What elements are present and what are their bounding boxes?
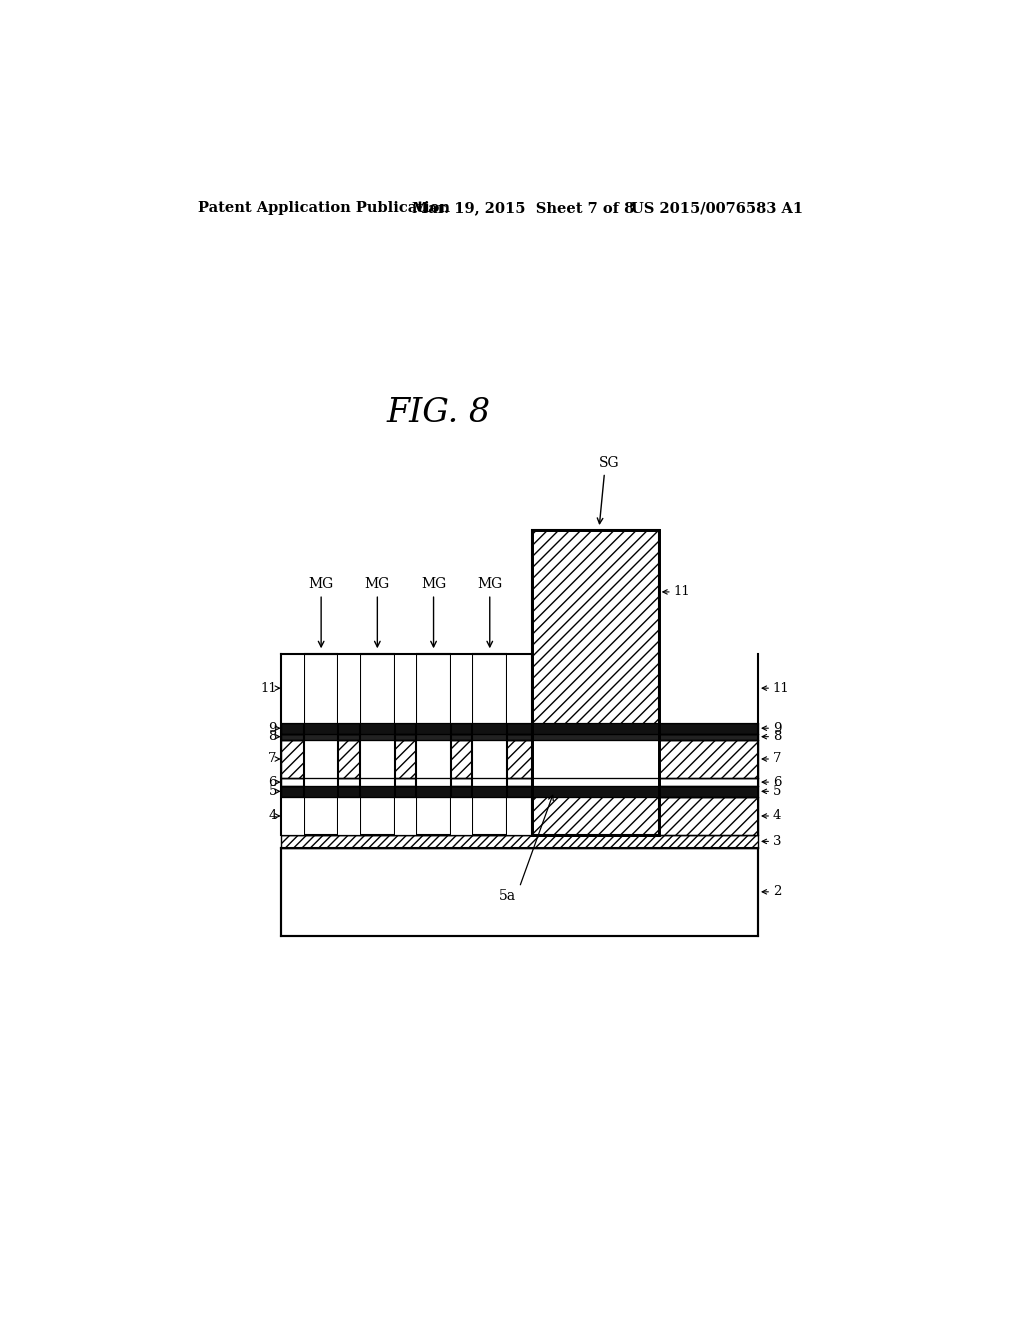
Bar — [281, 739, 758, 779]
Text: Patent Application Publication: Patent Application Publication — [199, 202, 451, 215]
Bar — [531, 531, 658, 836]
Bar — [281, 723, 758, 734]
Bar — [360, 653, 394, 836]
Text: 7: 7 — [773, 752, 781, 766]
Text: 5: 5 — [268, 785, 276, 797]
Text: 7: 7 — [268, 752, 276, 766]
Text: FIG. 8: FIG. 8 — [386, 396, 490, 429]
Bar — [416, 785, 451, 797]
Bar — [472, 734, 507, 739]
Text: 9: 9 — [773, 722, 781, 735]
Bar — [416, 739, 451, 779]
Bar — [360, 723, 394, 734]
Bar — [416, 653, 451, 836]
Bar — [304, 653, 339, 836]
Bar — [281, 797, 758, 836]
Bar — [281, 785, 758, 797]
Bar — [304, 653, 339, 723]
Bar — [281, 847, 758, 936]
Text: US 2015/0076583 A1: US 2015/0076583 A1 — [631, 202, 803, 215]
Bar — [451, 797, 472, 836]
Bar — [304, 734, 339, 739]
Bar — [304, 723, 339, 734]
Text: 11: 11 — [260, 681, 276, 694]
Bar — [281, 653, 758, 723]
Bar — [304, 779, 339, 785]
Bar — [451, 649, 472, 723]
Text: SG: SG — [599, 457, 620, 470]
Bar — [281, 739, 758, 779]
Bar — [531, 739, 658, 779]
Bar — [281, 797, 304, 836]
Bar — [544, 785, 566, 797]
Bar — [416, 779, 451, 785]
Text: 2: 2 — [773, 886, 781, 899]
Bar — [281, 734, 758, 739]
Bar — [281, 779, 758, 785]
Bar — [472, 723, 507, 734]
Bar — [304, 785, 339, 797]
Bar — [531, 723, 658, 734]
Bar — [281, 797, 758, 836]
Text: 5a: 5a — [500, 890, 516, 903]
Bar — [304, 739, 339, 779]
Bar — [507, 797, 531, 836]
Bar — [531, 785, 658, 797]
Bar — [281, 836, 758, 847]
Text: 4: 4 — [773, 809, 781, 822]
Text: 8: 8 — [773, 730, 781, 743]
Bar — [531, 779, 658, 785]
Bar — [339, 797, 360, 836]
Bar — [360, 734, 394, 739]
Text: 9: 9 — [268, 722, 276, 735]
Bar — [416, 723, 451, 734]
Bar — [531, 531, 658, 836]
Text: 4: 4 — [268, 809, 276, 822]
Bar — [472, 785, 507, 797]
Bar — [507, 649, 531, 723]
Text: MG: MG — [477, 577, 503, 591]
Text: 11: 11 — [674, 585, 690, 598]
Bar — [339, 649, 360, 723]
Bar — [304, 653, 339, 836]
Text: 8: 8 — [268, 730, 276, 743]
Bar — [472, 739, 507, 779]
Bar — [360, 785, 394, 797]
Text: MG: MG — [421, 577, 446, 591]
Bar — [472, 779, 507, 785]
Text: 6: 6 — [268, 776, 276, 788]
Bar — [416, 653, 451, 723]
Bar — [621, 785, 643, 797]
Text: Mar. 19, 2015  Sheet 7 of 8: Mar. 19, 2015 Sheet 7 of 8 — [412, 202, 634, 215]
Bar — [360, 653, 394, 836]
Text: 11: 11 — [773, 681, 790, 694]
Bar — [360, 739, 394, 779]
Bar — [531, 531, 658, 836]
Bar — [360, 653, 394, 723]
Bar — [472, 653, 507, 836]
Bar — [394, 797, 416, 836]
Text: 5: 5 — [773, 785, 781, 797]
Bar — [281, 649, 304, 723]
Bar — [304, 653, 339, 836]
Bar — [416, 734, 451, 739]
Bar — [394, 649, 416, 723]
Bar — [416, 653, 451, 836]
Bar — [472, 653, 507, 723]
Bar — [472, 653, 507, 836]
Bar — [416, 653, 451, 836]
Text: MG: MG — [308, 577, 334, 591]
Text: 3: 3 — [773, 834, 781, 847]
Bar — [360, 653, 394, 836]
Text: MG: MG — [365, 577, 390, 591]
Bar — [472, 653, 507, 836]
Bar — [531, 734, 658, 739]
Bar — [360, 779, 394, 785]
Text: 6: 6 — [773, 776, 781, 788]
